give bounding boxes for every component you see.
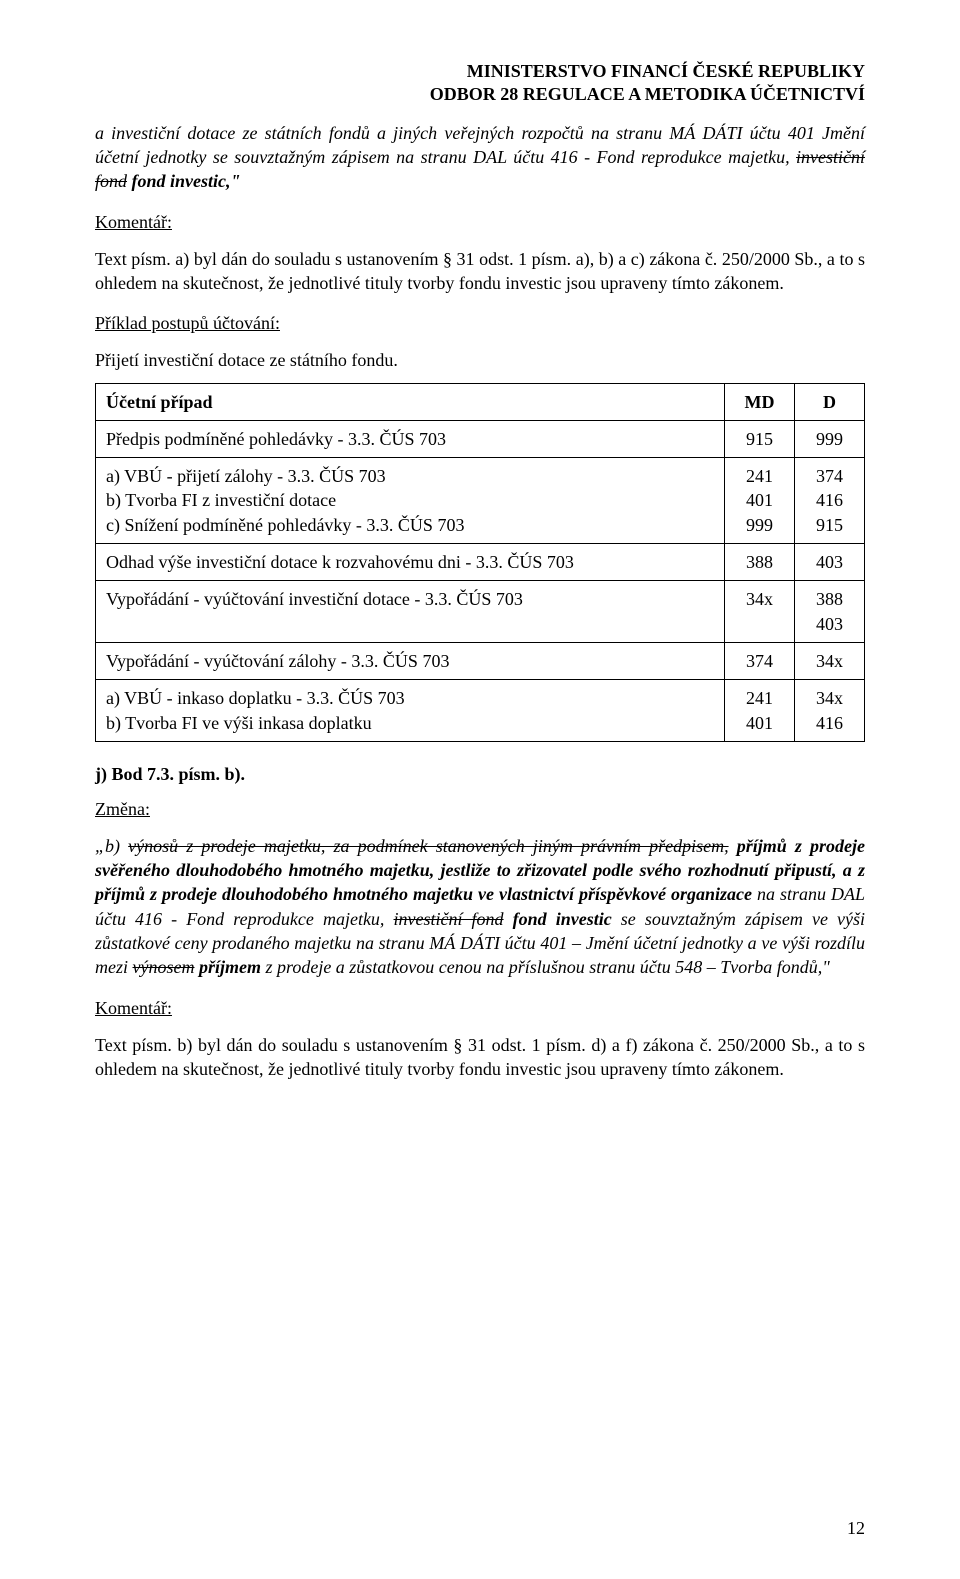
cell-case: Předpis podmíněné pohledávky - 3.3. ČÚS … bbox=[96, 420, 725, 457]
cell-md: 34x bbox=[725, 581, 795, 643]
zmena-label: Změna: bbox=[95, 799, 865, 820]
komentar-label-1: Komentář: bbox=[95, 212, 865, 233]
zmena-strike-1: výnosů z prodeje majetku, za podmínek st… bbox=[128, 836, 728, 856]
komentar-text-1: Text písm. a) byl dán do souladu s ustan… bbox=[95, 247, 865, 296]
cell-d: 34x bbox=[795, 642, 865, 679]
col-d: D bbox=[795, 383, 865, 420]
cell-case: a) VBÚ - přijetí zálohy - 3.3. ČÚS 703 b… bbox=[96, 458, 725, 544]
col-case: Účetní případ bbox=[96, 383, 725, 420]
cell-case: Vypořádání - vyúčtování investiční dotac… bbox=[96, 581, 725, 643]
table-row: a) VBÚ - přijetí zálohy - 3.3. ČÚS 703 b… bbox=[96, 458, 865, 544]
document-page: MINISTERSTVO FINANCÍ ČESKÉ REPUBLIKY ODB… bbox=[0, 0, 960, 1579]
table-row: Vypořádání - vyúčtování zálohy - 3.3. ČÚ… bbox=[96, 642, 865, 679]
page-number: 12 bbox=[847, 1518, 865, 1539]
zmena-strike-3: výnosem bbox=[133, 957, 195, 977]
cell-case: Odhad výše investiční dotace k rozvahové… bbox=[96, 544, 725, 581]
table-header-row: Účetní případ MD D bbox=[96, 383, 865, 420]
table-row: Vypořádání - vyúčtování investiční dotac… bbox=[96, 581, 865, 643]
intro-after: fond investic," bbox=[127, 171, 240, 191]
cell-case: a) VBÚ - inkaso doplatku - 3.3. ČÚS 703 … bbox=[96, 680, 725, 742]
cell-md: 241 401 999 bbox=[725, 458, 795, 544]
priklad-text: Přijetí investiční dotace ze státního fo… bbox=[95, 348, 865, 372]
header-line-1: MINISTERSTVO FINANCÍ ČESKÉ REPUBLIKY bbox=[95, 60, 865, 83]
komentar-label-2: Komentář: bbox=[95, 998, 865, 1019]
komentar-text-2: Text písm. b) byl dán do souladu s ustan… bbox=[95, 1033, 865, 1082]
table-row: Odhad výše investiční dotace k rozvahové… bbox=[96, 544, 865, 581]
intro-prefix: a investiční dotace ze státních fondů a … bbox=[95, 123, 865, 167]
header-line-2: ODBOR 28 REGULACE A METODIKA ÚČETNICTVÍ bbox=[95, 83, 865, 106]
cell-case: Vypořádání - vyúčtování zálohy - 3.3. ČÚ… bbox=[96, 642, 725, 679]
page-header: MINISTERSTVO FINANCÍ ČESKÉ REPUBLIKY ODB… bbox=[95, 60, 865, 107]
cell-d: 999 bbox=[795, 420, 865, 457]
cell-md: 241 401 bbox=[725, 680, 795, 742]
intro-paragraph: a investiční dotace ze státních fondů a … bbox=[95, 121, 865, 194]
cell-d: 374 416 915 bbox=[795, 458, 865, 544]
cell-md: 374 bbox=[725, 642, 795, 679]
zmena-tail: z prodeje a zůstatkovou cenou na přísluš… bbox=[261, 957, 830, 977]
cell-d: 34x 416 bbox=[795, 680, 865, 742]
cell-d: 388 403 bbox=[795, 581, 865, 643]
col-md: MD bbox=[725, 383, 795, 420]
cell-d: 403 bbox=[795, 544, 865, 581]
zmena-strike-2: investiční fond bbox=[394, 909, 504, 929]
accounting-table: Účetní případ MD D Předpis podmíněné poh… bbox=[95, 383, 865, 742]
zmena-paragraph: „b) výnosů z prodeje majetku, za podmíne… bbox=[95, 834, 865, 980]
zmena-open: „b) bbox=[95, 836, 128, 856]
priklad-label: Příklad postupů účtování: bbox=[95, 313, 865, 334]
table-row: Předpis podmíněné pohledávky - 3.3. ČÚS … bbox=[96, 420, 865, 457]
cell-md: 388 bbox=[725, 544, 795, 581]
cell-md: 915 bbox=[725, 420, 795, 457]
table-row: a) VBÚ - inkaso doplatku - 3.3. ČÚS 703 … bbox=[96, 680, 865, 742]
zmena-bold-3: příjmem bbox=[194, 957, 261, 977]
zmena-bold-2: fond investic bbox=[504, 909, 612, 929]
section-j-head: j) Bod 7.3. písm. b). bbox=[95, 764, 865, 785]
